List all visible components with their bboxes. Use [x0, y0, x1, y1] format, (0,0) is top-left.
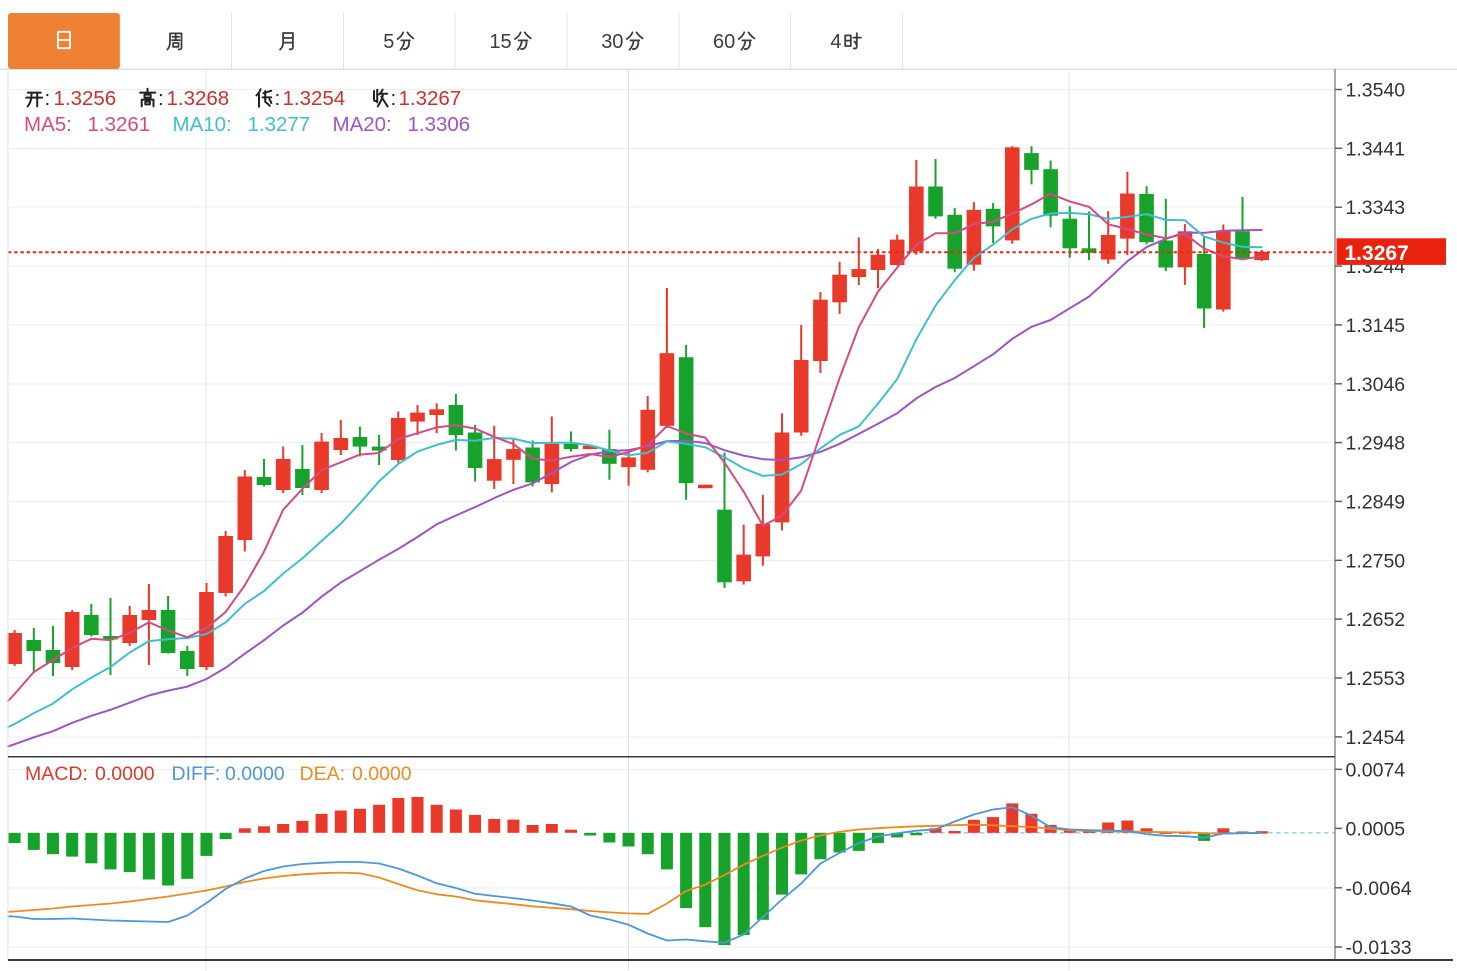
svg-text:0.0000: 0.0000	[352, 763, 412, 785]
svg-text:30: 30	[601, 31, 623, 53]
svg-text:1.2948: 1.2948	[1346, 433, 1406, 455]
svg-text:1.3277: 1.3277	[248, 113, 311, 136]
svg-text:MA20:: MA20:	[333, 113, 392, 136]
svg-text:-0.0133: -0.0133	[1346, 937, 1412, 959]
svg-text:1.2750: 1.2750	[1346, 550, 1406, 572]
svg-text:1.2553: 1.2553	[1346, 668, 1406, 690]
svg-text::: :	[391, 87, 397, 110]
svg-text:1.3267: 1.3267	[1345, 242, 1409, 265]
svg-text:MACD:: MACD:	[25, 763, 88, 785]
svg-text:0.0005: 0.0005	[1346, 818, 1406, 840]
svg-text:4: 4	[830, 31, 841, 53]
svg-text:1.2652: 1.2652	[1346, 609, 1406, 631]
svg-text:0.0000: 0.0000	[225, 763, 285, 785]
svg-text:1.2849: 1.2849	[1346, 491, 1406, 513]
svg-text:1.3145: 1.3145	[1346, 315, 1406, 337]
svg-text:1.3256: 1.3256	[54, 87, 117, 110]
svg-text:1.3046: 1.3046	[1346, 374, 1406, 396]
svg-text:1.2454: 1.2454	[1346, 727, 1406, 749]
svg-text:0.0000: 0.0000	[95, 763, 155, 785]
svg-text:60: 60	[713, 31, 735, 53]
svg-text:-0.0064: -0.0064	[1346, 878, 1412, 900]
svg-text:DIFF:: DIFF:	[172, 763, 221, 785]
svg-text::: :	[275, 87, 281, 110]
svg-text:1.3540: 1.3540	[1346, 80, 1406, 102]
svg-text:1.3268: 1.3268	[167, 87, 230, 110]
svg-text:1.3343: 1.3343	[1346, 197, 1406, 219]
svg-text:1.3306: 1.3306	[408, 113, 471, 136]
svg-text:MA5:: MA5:	[24, 113, 72, 136]
svg-text::: :	[45, 87, 51, 110]
svg-text::: :	[158, 87, 164, 110]
svg-text:0.0074: 0.0074	[1346, 759, 1406, 781]
svg-text:1.3267: 1.3267	[399, 87, 462, 110]
svg-text:5: 5	[383, 31, 394, 53]
svg-text:MA10:: MA10:	[173, 113, 232, 136]
svg-text:1.3254: 1.3254	[283, 87, 346, 110]
svg-text:1.3261: 1.3261	[88, 113, 151, 136]
svg-text:1.3441: 1.3441	[1346, 138, 1406, 160]
svg-text:15: 15	[489, 31, 511, 53]
svg-text:DEA:: DEA:	[300, 763, 346, 785]
